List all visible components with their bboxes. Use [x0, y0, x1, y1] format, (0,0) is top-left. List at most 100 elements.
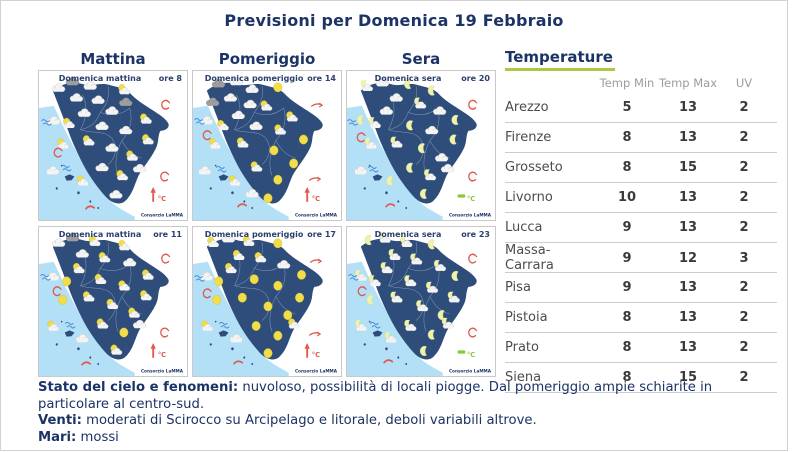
map-credit: Consorzio LaMMA: [295, 213, 338, 219]
table-row: Grosseto 8 15 2: [505, 153, 777, 183]
trend-up-icon: [304, 343, 321, 360]
city-name: Prato: [505, 340, 539, 355]
sun-icon: [295, 292, 305, 303]
sun-icon: [251, 321, 261, 331]
uv-value: 2: [739, 220, 749, 235]
temp-max-value: 13: [678, 340, 698, 355]
sea-area: [193, 105, 289, 220]
table-row: Lucca 9 13 2: [505, 213, 777, 243]
islands: [55, 320, 100, 366]
sun-icon: [212, 294, 222, 305]
sea-area: [193, 261, 289, 376]
map-credit: Consorzio LaMMA: [295, 369, 338, 375]
trend-stable-icon: [457, 193, 476, 204]
column-header-mattina: Mattina: [80, 50, 146, 68]
page-title: Previsioni per Domenica 19 Febbraio: [224, 11, 564, 30]
uv-value: 2: [739, 160, 749, 175]
islands: [55, 164, 100, 210]
temperatures-section: Temperature Temp Min Temp Max UV Arezzo 5…: [505, 47, 777, 393]
map-header: Domenica sera ore 20: [347, 74, 495, 84]
uv-value: 2: [739, 130, 749, 145]
sun-cloud-icon: [118, 240, 131, 251]
curl-icon: [467, 327, 478, 338]
sun-icon: [58, 294, 68, 305]
sea-area: [347, 261, 443, 376]
uv-value: 2: [739, 310, 749, 325]
uv-value: 2: [739, 370, 749, 385]
table-row: Siena 8 15 2: [505, 363, 777, 393]
city-name: Grosseto: [505, 160, 563, 175]
column-header-sera: Sera: [401, 50, 441, 68]
map-title: Domenica pomeriggio: [204, 74, 304, 83]
map-title: Domenica sera: [374, 74, 442, 83]
weather-map-panel: Domenica pomeriggio ore 14: [192, 70, 342, 221]
sun-icon: [273, 82, 283, 93]
temp-min-value: 9: [622, 250, 632, 266]
map-credit: Consorzio LaMMA: [141, 369, 184, 375]
temp-max-value: 13: [678, 190, 698, 205]
forecast-text: Stato del cielo e fenomeni: nuvoloso, po…: [38, 380, 760, 446]
map-time: ore 8: [158, 74, 182, 83]
sun-icon: [297, 269, 306, 280]
weather-map-panel: Domenica mattina ore 11: [38, 226, 188, 377]
sun-icon: [299, 134, 308, 145]
sun-icon: [263, 301, 273, 312]
temperatures-title: Temperature: [505, 48, 615, 71]
table-row: Pistoia 8 13 2: [505, 303, 777, 333]
tuscany-weather-map: Consorzio LaMMA: [39, 232, 184, 376]
uv-value: 2: [739, 190, 749, 205]
sun-icon: [237, 292, 247, 303]
city-name: Lucca: [505, 220, 543, 235]
curl-icon: [467, 99, 478, 110]
weather-map-panel: Domenica mattina ore 8: [38, 70, 188, 221]
weather-map-panel: Domenica sera ore 20: [346, 70, 496, 221]
map-header: Domenica mattina ore 8: [39, 74, 187, 84]
col-temp-max: Temp Max: [658, 76, 718, 90]
tuscany-weather-map: Consorzio LaMMA: [39, 76, 184, 220]
map-credit: Consorzio LaMMA: [449, 369, 492, 375]
islands: [363, 320, 408, 366]
map-credit: Consorzio LaMMA: [141, 213, 184, 219]
city-name: Siena: [505, 370, 542, 385]
map-credit: Consorzio LaMMA: [449, 213, 492, 219]
weather-map-panel: Domenica pomeriggio ore 17: [192, 226, 342, 377]
seas-line: Mari: mossi: [38, 430, 760, 447]
curl-icon: [467, 171, 478, 182]
map-header: Domenica pomeriggio ore 17: [193, 230, 341, 240]
col-uv: UV: [735, 76, 753, 90]
table-row: Massa-Carrara 9 12 3: [505, 243, 777, 273]
sea-area: [347, 105, 443, 220]
temp-max-value: 13: [678, 280, 698, 295]
arrow-icon: [310, 102, 323, 108]
islands: [209, 320, 254, 366]
map-title: Domenica mattina: [58, 230, 142, 239]
uv-value: 3: [739, 250, 749, 266]
arrow-icon: [308, 331, 321, 337]
table-header-row: Temp Min Temp Max UV: [505, 73, 777, 93]
sky-label: Stato del cielo e fenomeni:: [38, 380, 239, 395]
map-header: Domenica sera ore 23: [347, 230, 495, 240]
arrow-icon: [308, 176, 321, 182]
trend-up-icon: [150, 343, 167, 360]
map-title: Domenica sera: [374, 230, 442, 239]
temp-max-value: 15: [678, 370, 698, 385]
sun-icon: [269, 145, 279, 156]
sun-icon: [283, 310, 293, 320]
winds-label: Venti:: [38, 413, 82, 428]
trend-stable-icon: [457, 349, 476, 360]
temp-max-value: 12: [678, 250, 698, 266]
map-title: Domenica pomeriggio: [204, 230, 304, 239]
sun-icon: [249, 274, 259, 285]
seas-text: mossi: [80, 429, 119, 445]
map-title: Domenica mattina: [58, 74, 142, 83]
column-header-pomeriggio: Pomeriggio: [218, 50, 316, 68]
temp-max-value: 15: [678, 160, 698, 175]
sun-icon: [273, 174, 283, 185]
map-time: ore 11: [153, 230, 182, 239]
uv-value: 2: [739, 280, 749, 295]
maps-grid: Domenica mattina ore 8: [38, 70, 496, 377]
table-row: Livorno 10 13 2: [505, 183, 777, 213]
sea-area: [39, 261, 135, 376]
winds-line: Venti: moderati di Scirocco su Arcipelag…: [38, 413, 760, 430]
city-name: Pistoia: [505, 310, 548, 325]
